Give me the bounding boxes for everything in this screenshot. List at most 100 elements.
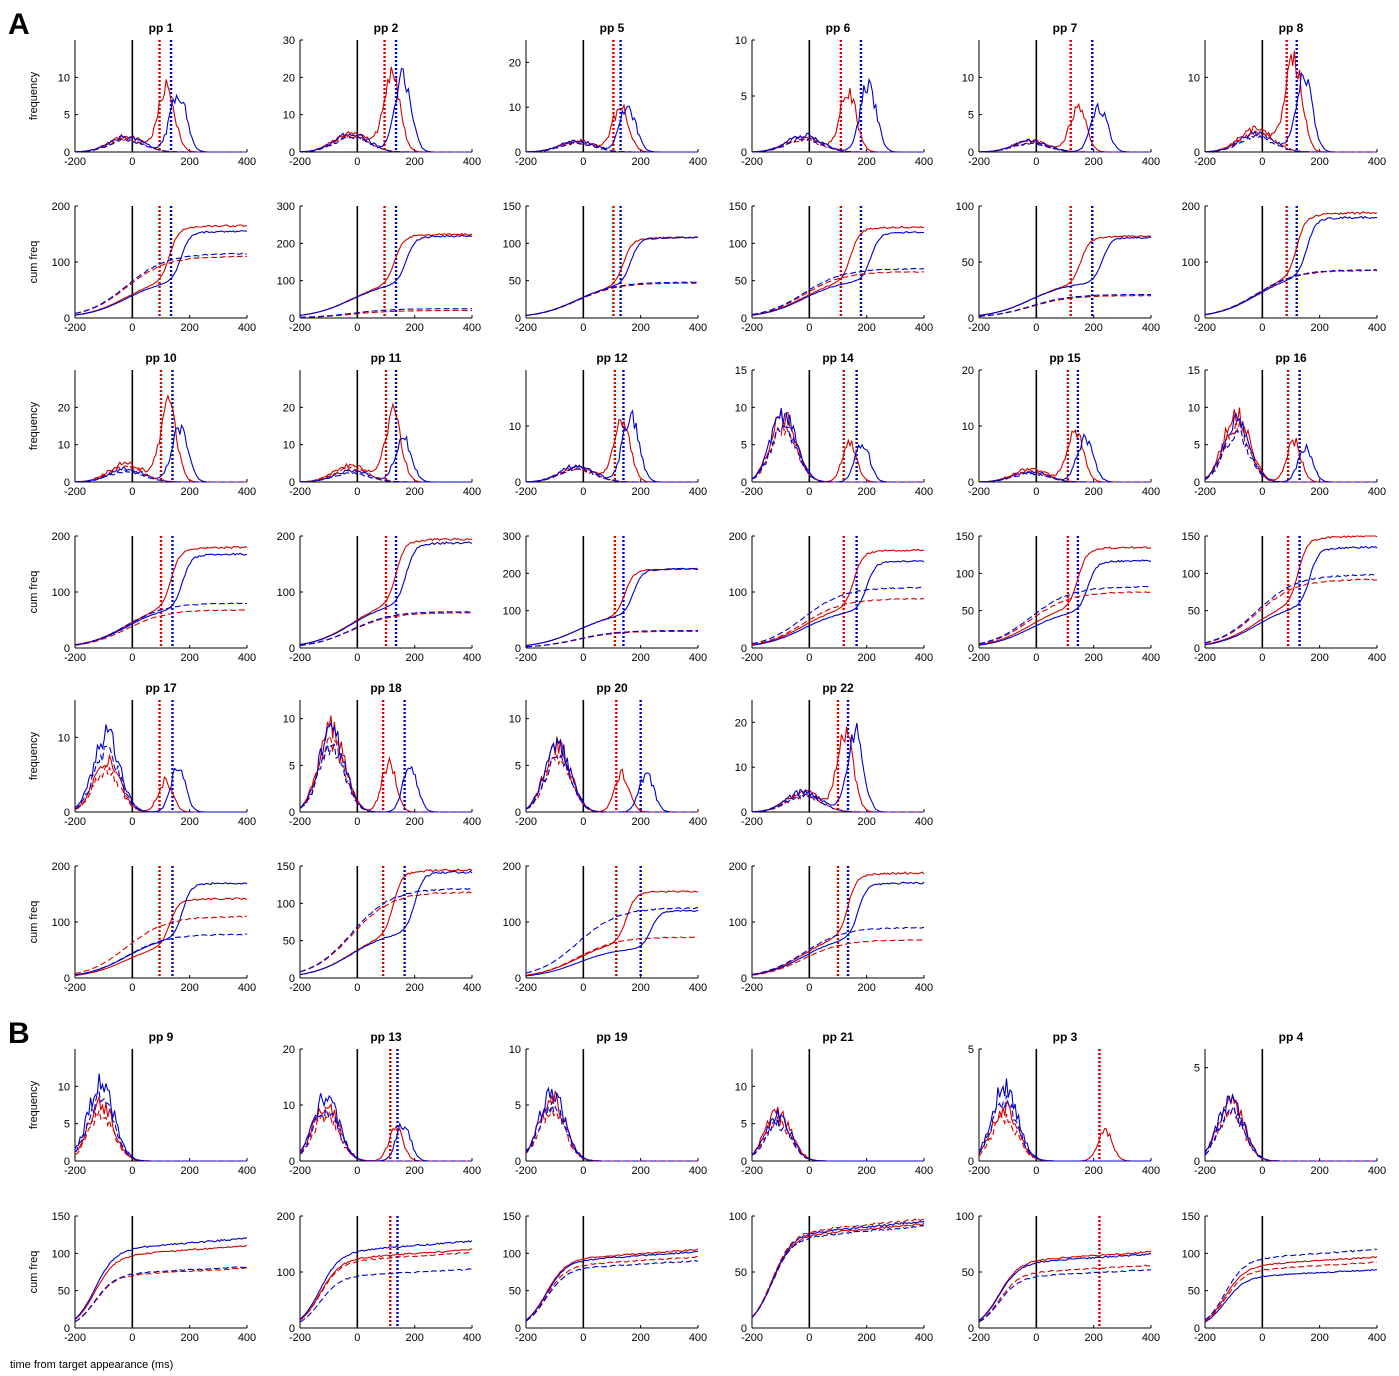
- y-tick-label: 100: [52, 257, 70, 269]
- y-tick-label: 100: [1182, 257, 1200, 269]
- x-tick-label: 0: [1033, 322, 1039, 334]
- cum-line-blue-solid: [74, 552, 248, 646]
- y-tick-label: 20: [283, 1044, 295, 1056]
- y-tick-label: 200: [52, 861, 70, 873]
- x-tick-label: -200: [515, 156, 537, 168]
- panel-title: pp 16: [1275, 351, 1307, 365]
- cum-line-red-solid: [751, 548, 925, 646]
- panel-title: pp 2: [374, 21, 399, 35]
- y-tick-label: 20: [58, 402, 70, 414]
- x-tick-label: 0: [580, 322, 586, 334]
- y-tick-label: 150: [1182, 1211, 1200, 1223]
- x-tick-label: -200: [64, 156, 86, 168]
- x-tick-label: 200: [1084, 156, 1102, 168]
- x-tick-label: -200: [1194, 486, 1216, 498]
- cum-line-red-solid: [299, 1248, 473, 1321]
- x-tick-label: -200: [968, 322, 990, 334]
- x-tick-label: 200: [405, 816, 423, 828]
- cum-line-blue-dashed: [74, 1266, 248, 1323]
- x-tick-label: 200: [631, 486, 649, 498]
- freq-line-red-dashed: [74, 137, 247, 153]
- x-tick-label: -200: [289, 486, 311, 498]
- x-tick-label: 400: [463, 816, 481, 828]
- y-tick-label: 100: [52, 587, 70, 599]
- y-tick-label: 200: [277, 531, 295, 543]
- x-tick-label: -200: [289, 652, 311, 664]
- panel-label-b: B: [8, 1017, 30, 1050]
- y-tick-label: 15: [1188, 365, 1200, 377]
- y-axis-label-frequency: frequency: [28, 71, 40, 120]
- y-tick-label: 0: [741, 807, 747, 819]
- x-tick-label: 400: [463, 1165, 481, 1177]
- cum-line-blue-dashed: [299, 1268, 473, 1323]
- y-tick-label: 100: [729, 238, 747, 250]
- y-tick-label: 0: [741, 1323, 747, 1335]
- y-axis-label-cum-freq: cum freq: [28, 901, 40, 944]
- y-tick-label: 0: [741, 477, 747, 489]
- x-tick-label: 0: [1259, 1332, 1265, 1344]
- y-tick-label: 100: [277, 587, 295, 599]
- x-tick-label: 200: [631, 652, 649, 664]
- x-tick-label: 200: [631, 156, 649, 168]
- x-tick-label: -200: [741, 982, 763, 994]
- x-tick-label: -200: [1194, 1332, 1216, 1344]
- x-tick-label: 400: [1142, 322, 1160, 334]
- y-tick-label: 0: [289, 477, 295, 489]
- y-tick-label: 0: [289, 313, 295, 325]
- cum-line-blue-solid: [1204, 545, 1378, 646]
- cum-line-blue-dashed: [525, 907, 699, 974]
- y-tick-label: 100: [52, 1248, 70, 1260]
- x-tick-label: 200: [1084, 652, 1102, 664]
- x-tick-label: -200: [289, 156, 311, 168]
- y-tick-label: 10: [735, 35, 747, 47]
- panel-title: pp 13: [370, 1030, 402, 1044]
- x-tick-label: -200: [515, 652, 537, 664]
- y-tick-label: 0: [515, 807, 521, 819]
- x-tick-label: 400: [915, 1332, 933, 1344]
- y-tick-label: 100: [503, 1248, 521, 1260]
- x-tick-label: 400: [915, 486, 933, 498]
- y-tick-label: 0: [64, 973, 70, 985]
- freq-line-red-dashed: [978, 1113, 1151, 1162]
- freq-line-red-dashed: [1204, 130, 1377, 153]
- x-tick-label: 0: [580, 486, 586, 498]
- freq-line-blue-solid: [75, 93, 247, 153]
- freq-line-red-dashed: [299, 1111, 472, 1162]
- y-tick-label: 200: [52, 201, 70, 213]
- y-tick-label: 0: [289, 1156, 295, 1168]
- x-tick-label: -200: [64, 1165, 86, 1177]
- freq-line-red-solid: [299, 715, 472, 813]
- freq-line-red-dashed: [751, 1116, 924, 1162]
- freq-line-blue-dashed: [526, 467, 698, 483]
- freq-line-blue-solid: [752, 77, 924, 153]
- y-tick-label: 10: [283, 440, 295, 452]
- y-tick-label: 0: [1194, 477, 1200, 489]
- cum-line-red-dashed: [1204, 578, 1377, 644]
- y-tick-label: 0: [289, 147, 295, 159]
- y-tick-label: 0: [741, 973, 747, 985]
- y-tick-label: 0: [968, 147, 974, 159]
- x-tick-label: -200: [968, 156, 990, 168]
- panel-title: pp 15: [1049, 351, 1081, 365]
- freq-line-blue-solid: [299, 67, 472, 153]
- x-tick-label: 400: [238, 982, 256, 994]
- freq-line-red-solid: [1204, 407, 1377, 483]
- x-tick-label: -200: [1194, 1165, 1216, 1177]
- x-tick-label: 400: [915, 652, 933, 664]
- x-tick-label: 200: [1084, 486, 1102, 498]
- cum-line-red-dashed: [751, 597, 925, 646]
- cum-line-blue-dashed: [751, 267, 925, 316]
- freq-line-red-solid: [978, 1100, 1151, 1162]
- x-tick-label: 400: [1142, 156, 1160, 168]
- y-tick-label: 10: [58, 732, 70, 744]
- freq-line-blue-dashed: [751, 1118, 924, 1162]
- x-tick-label: -200: [289, 1332, 311, 1344]
- cum-line-red-dashed: [978, 591, 1152, 645]
- cum-line-blue-dashed: [299, 611, 473, 646]
- x-tick-label: 200: [1084, 1332, 1102, 1344]
